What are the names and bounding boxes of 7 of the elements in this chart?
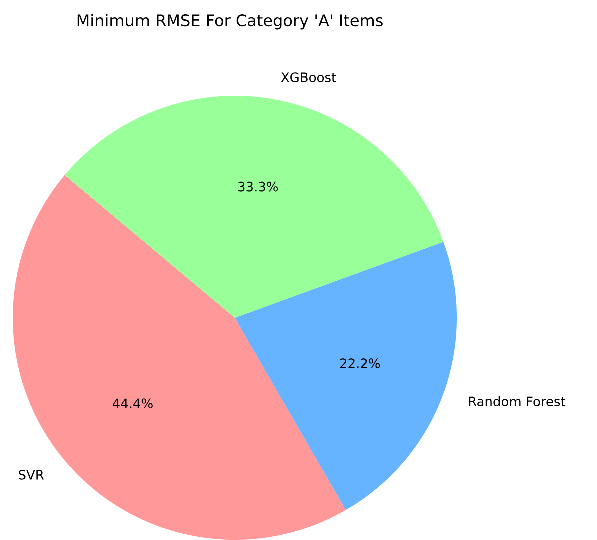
data-label: 22.2%: [340, 358, 380, 368]
slice-label: Random Forest: [469, 396, 566, 407]
data-label: 33.3%: [238, 182, 278, 192]
slice-label: SVR: [19, 470, 44, 480]
data-label: 44.4%: [112, 398, 153, 409]
chart-title: Minimum RMSE For Category 'A' Items: [78, 14, 383, 30]
slice-label: XGBoost: [281, 72, 336, 82]
